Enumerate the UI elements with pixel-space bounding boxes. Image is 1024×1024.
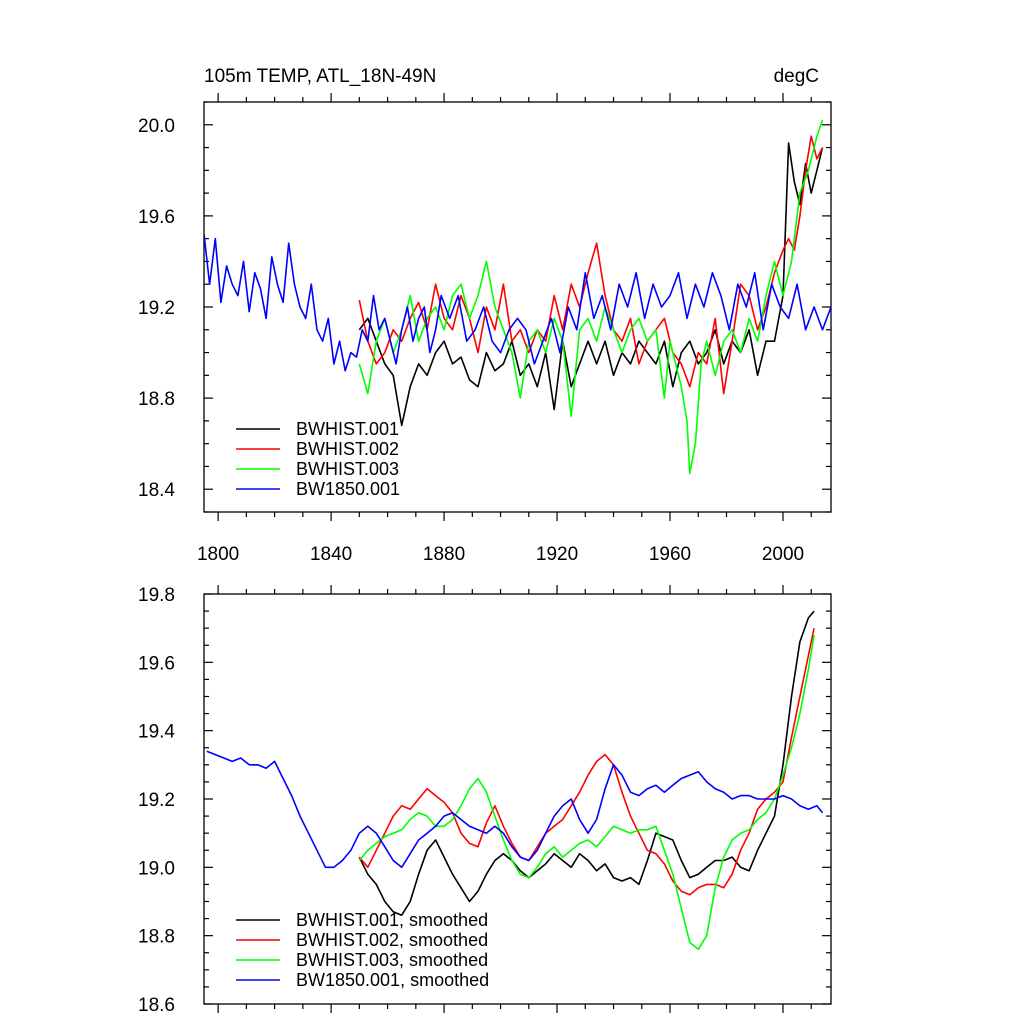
y-tick-label: 18.6 xyxy=(138,995,175,1016)
series-line-bw1850-001 xyxy=(204,234,831,372)
top-panel: 1800 1840 1880 1920 1960 2000 18.4 18.8 19.2 19.6… xyxy=(138,93,832,565)
legend-label: BW1850.001 xyxy=(296,479,400,499)
y-tick-label: 18.8 xyxy=(138,927,175,948)
legend-label: BWHIST.003, smoothed xyxy=(296,950,488,970)
series-line-bwhist-001 xyxy=(358,142,824,427)
x-tick-label: 1920 xyxy=(536,544,578,565)
y-tick-label: 19.2 xyxy=(138,790,175,811)
units-label: degC xyxy=(774,66,819,87)
x-tick-label: 1800 xyxy=(197,544,239,565)
y-tick-label: 19.6 xyxy=(138,653,175,674)
series-line-bwhist-003 xyxy=(358,119,824,475)
series-line-bwhist-002 xyxy=(358,628,815,896)
y-tick-label: 18.8 xyxy=(138,389,175,410)
series-line-bwhist-003 xyxy=(358,634,815,951)
legend-label: BWHIST.003 xyxy=(296,459,399,479)
legend-label: BWHIST.001 xyxy=(296,419,399,439)
x-tick-label: 1840 xyxy=(310,544,352,565)
x-tick-label: 1880 xyxy=(423,544,465,565)
series-line-bw1850-001 xyxy=(206,750,824,869)
legend-label: BWHIST.002 xyxy=(296,439,399,459)
x-tick-label: 2000 xyxy=(762,544,804,565)
legend-label: BWHIST.001, smoothed xyxy=(296,910,488,930)
bottom-panel: 18.6 18.8 19.0 19.2 19.4 19.6 19.8 BWHIST.001, … xyxy=(138,585,832,1016)
chart-title: 105m TEMP, ATL_18N-49N xyxy=(204,66,436,87)
x-tick-label: 1960 xyxy=(649,544,691,565)
y-tick-label: 19.8 xyxy=(138,585,175,606)
series-line-bwhist-001 xyxy=(358,610,815,917)
legend-label: BW1850.001, smoothed xyxy=(296,970,489,990)
y-tick-label: 20.0 xyxy=(138,116,175,137)
y-tick-label: 18.4 xyxy=(138,480,175,501)
y-tick-label: 19.0 xyxy=(138,858,175,879)
y-tick-label: 19.2 xyxy=(138,298,175,319)
legend-label: BWHIST.002, smoothed xyxy=(296,930,488,950)
y-tick-label: 19.6 xyxy=(138,207,175,228)
y-tick-label: 19.4 xyxy=(138,722,175,743)
